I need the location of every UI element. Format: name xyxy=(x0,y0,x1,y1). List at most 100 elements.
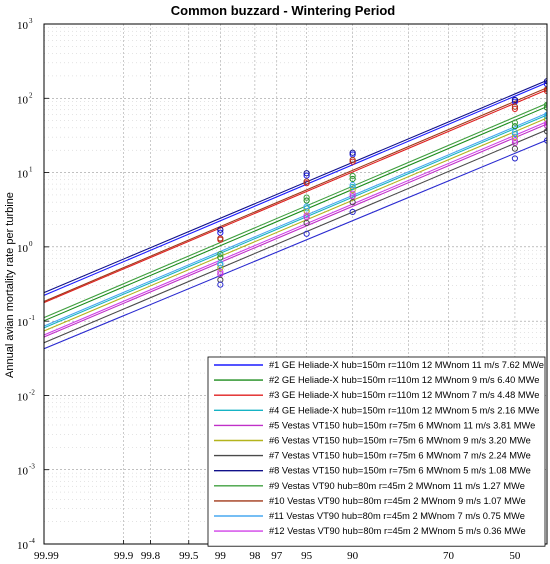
legend-entry: #10 Vestas VT90 hub=80m r=45m 2 MWnom 9 … xyxy=(269,496,526,506)
y-tick-exponent: -1 xyxy=(29,314,35,322)
data-point xyxy=(349,172,356,180)
data-point xyxy=(217,270,224,278)
x-tick-label: 99 xyxy=(215,550,227,562)
x-tick-label: 70 xyxy=(443,550,455,562)
data-point xyxy=(511,105,519,112)
data-point xyxy=(217,281,224,288)
marker-group xyxy=(217,78,547,288)
data-point xyxy=(511,129,519,136)
legend-entry: #2 GE Heliade-X hub=150m r=110m 12 MWnom… xyxy=(269,375,539,385)
data-point xyxy=(511,103,519,110)
series-line xyxy=(44,123,547,338)
data-point xyxy=(511,155,519,162)
data-point xyxy=(217,226,224,233)
data-point xyxy=(217,260,224,267)
y-tick-exponent: -3 xyxy=(29,463,35,471)
x-tick-label: 99.99 xyxy=(34,550,59,562)
series-line xyxy=(44,79,547,294)
x-tick-label: 99.5 xyxy=(179,550,199,562)
x-tick-label: 97 xyxy=(271,550,283,562)
x-tick-label: 95 xyxy=(301,550,313,562)
data-point xyxy=(217,254,224,261)
legend-box xyxy=(207,356,546,547)
data-point xyxy=(349,199,356,206)
legend-entry: #3 GE Heliade-X hub=150m r=110m 12 MWnom… xyxy=(269,390,539,400)
y-tick-exponent: -2 xyxy=(29,388,35,396)
y-tick-label: 10 xyxy=(17,466,29,478)
data-point xyxy=(349,183,356,191)
data-point xyxy=(303,203,310,210)
series-line xyxy=(44,106,547,322)
data-point xyxy=(349,181,356,189)
series-line xyxy=(44,112,547,327)
data-point xyxy=(511,145,519,152)
y-tick-exponent: 2 xyxy=(29,91,33,99)
data-point xyxy=(349,149,356,156)
y-tick-exponent: 3 xyxy=(29,17,33,25)
data-point xyxy=(543,120,547,127)
data-point xyxy=(543,81,547,88)
data-point xyxy=(303,178,310,185)
data-point xyxy=(543,128,547,135)
series-line xyxy=(44,139,547,350)
legend-entry: #12 Vestas VT90 hub=80m r=45m 2 MWnom 5 … xyxy=(269,526,526,536)
y-tick-label: 10 xyxy=(17,243,29,255)
legend-entry: #8 Vestas VT150 hub=150m r=75m 6 MWnom 5… xyxy=(269,466,531,476)
data-point xyxy=(303,172,310,179)
series-line xyxy=(44,114,547,329)
data-point xyxy=(303,194,310,201)
series-group xyxy=(44,79,547,350)
x-tick-label: 98 xyxy=(249,550,261,562)
y-tick-exponent: -4 xyxy=(29,537,35,545)
data-point xyxy=(543,137,547,144)
data-point xyxy=(543,78,547,85)
legend-entry: #7 Vestas VT150 hub=150m r=75m 6 MWnom 7… xyxy=(269,451,531,461)
y-tick-label: 10 xyxy=(17,169,29,181)
x-tick-label: 50 xyxy=(509,550,521,562)
x-tick-label: 99.9 xyxy=(114,550,134,562)
data-point xyxy=(543,101,547,108)
data-point xyxy=(217,235,224,242)
data-point xyxy=(511,137,519,144)
data-point xyxy=(349,158,356,165)
series-line xyxy=(44,117,547,332)
data-point xyxy=(349,208,356,216)
data-point xyxy=(303,170,310,177)
data-point xyxy=(349,175,356,183)
data-point xyxy=(217,250,224,258)
legend-entry: #1 GE Heliade-X hub=150m r=110m 12 MWnom… xyxy=(269,360,544,370)
data-point xyxy=(543,111,547,118)
data-point xyxy=(349,156,356,164)
legend-entry: #5 Vestas VT150 hub=150m r=75m 6 MWnom 1… xyxy=(269,420,535,430)
y-tick-label: 10 xyxy=(17,20,29,32)
legend-entry: #4 GE Heliade-X hub=150m r=110m 12 MWnom… xyxy=(269,405,539,415)
data-point xyxy=(217,264,224,272)
legend-entry: #11 Vestas VT90 hub=80m r=45m 2 MWnom 7 … xyxy=(269,511,525,521)
data-point xyxy=(303,219,310,227)
series-line xyxy=(44,121,547,336)
data-point xyxy=(303,205,310,212)
data-point xyxy=(543,122,547,129)
data-point xyxy=(543,87,547,95)
data-point xyxy=(303,212,310,219)
data-point xyxy=(303,197,310,204)
data-point xyxy=(303,230,310,237)
y-tick-label: 10 xyxy=(17,391,29,403)
data-point xyxy=(543,116,547,123)
data-point xyxy=(511,96,519,104)
data-point xyxy=(543,104,547,111)
data-point xyxy=(511,130,519,138)
series-line xyxy=(44,129,547,344)
legend-entry: #6 Vestas VT150 hub=150m r=75m 6 MWnom 9… xyxy=(269,436,531,446)
y-tick-label: 10 xyxy=(17,94,29,106)
y-tick-exponent: 0 xyxy=(29,240,33,248)
x-tick-label: 99.8 xyxy=(141,550,161,562)
y-tick-label: 10 xyxy=(17,540,29,552)
legend: #1 GE Heliade-X hub=150m r=110m 12 MWnom… xyxy=(207,356,546,547)
data-point xyxy=(349,190,356,197)
data-point xyxy=(511,119,519,126)
data-point xyxy=(217,268,224,276)
series-line xyxy=(44,87,547,302)
